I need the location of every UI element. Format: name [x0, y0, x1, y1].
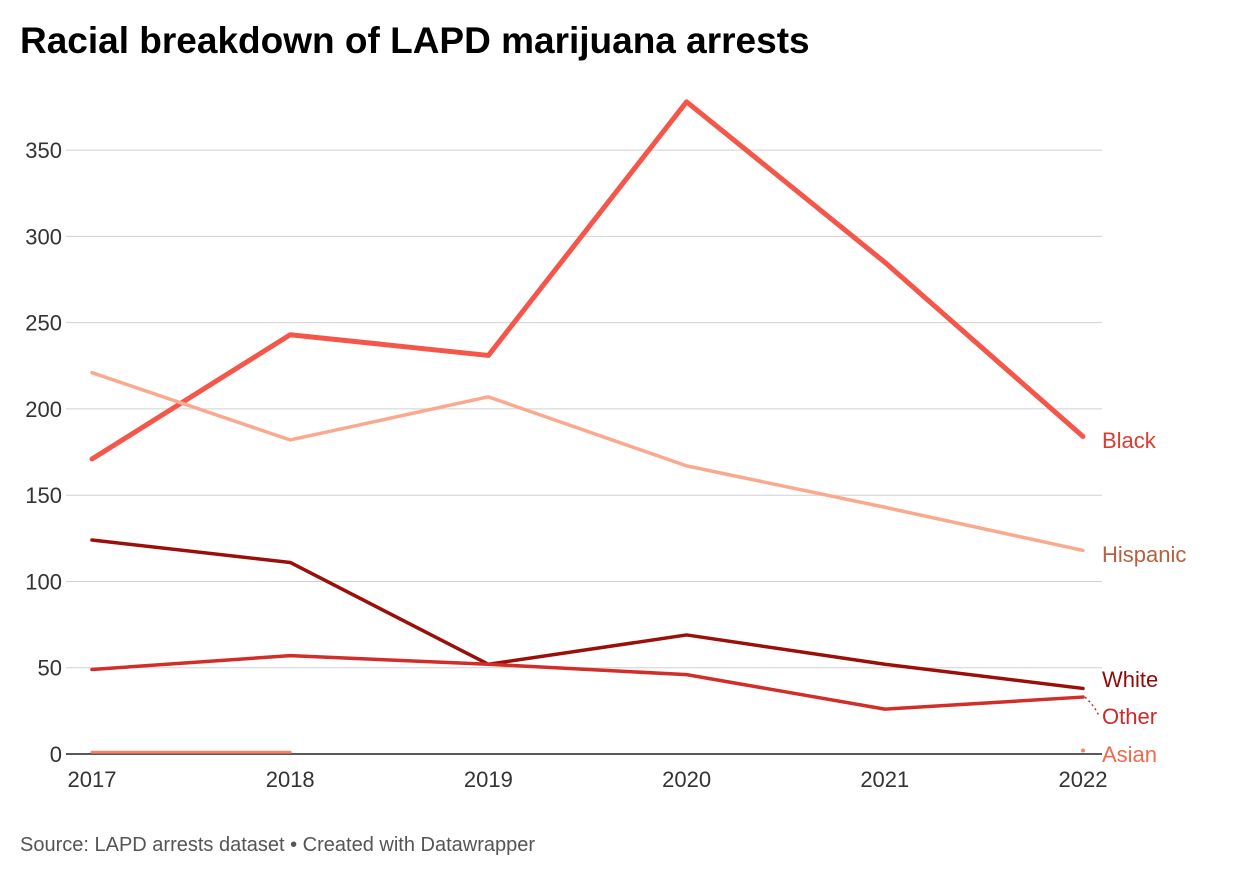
y-tick-label: 0 — [50, 742, 62, 767]
y-tick-label: 200 — [25, 397, 62, 422]
y-tick-label: 300 — [25, 224, 62, 249]
series-line-white — [90, 538, 1085, 691]
y-tick-label: 350 — [25, 138, 62, 163]
x-tick-label: 2018 — [266, 767, 315, 792]
series-label-asian: Asian — [1102, 742, 1157, 767]
series-label-other: Other — [1102, 704, 1157, 729]
series-label-hispanic: Hispanic — [1102, 542, 1186, 567]
x-tick-label: 2022 — [1059, 767, 1108, 792]
y-tick-label: 250 — [25, 311, 62, 336]
source-note: Source: LAPD arrests dataset • Created w… — [20, 834, 536, 856]
y-tick-label: 150 — [25, 483, 62, 508]
series-label-black: Black — [1102, 428, 1157, 453]
x-axis-ticks: 2017 2018 2019 2020 2021 2022 — [68, 767, 1108, 792]
y-tick-label: 100 — [25, 569, 62, 594]
series-line-hispanic — [90, 370, 1085, 553]
series-lines — [89, 99, 1086, 754]
chart-title: Racial breakdown of LAPD marijuana arres… — [20, 20, 810, 61]
series-labels: Black Hispanic White Other Asian — [1084, 428, 1186, 767]
y-axis-ticks: 0 50 100 150 200 250 300 350 — [25, 138, 62, 767]
series-line-black — [89, 99, 1086, 462]
x-tick-label: 2021 — [860, 767, 909, 792]
y-tick-label: 50 — [38, 656, 62, 681]
series-label-white: White — [1102, 667, 1158, 692]
series-point-asian — [1081, 748, 1085, 753]
x-tick-label: 2020 — [662, 767, 711, 792]
gridlines — [66, 149, 1102, 755]
label-connector-other — [1084, 696, 1100, 717]
x-tick-label: 2017 — [68, 767, 117, 792]
x-tick-label: 2019 — [464, 767, 513, 792]
series-line-other — [90, 653, 1085, 711]
